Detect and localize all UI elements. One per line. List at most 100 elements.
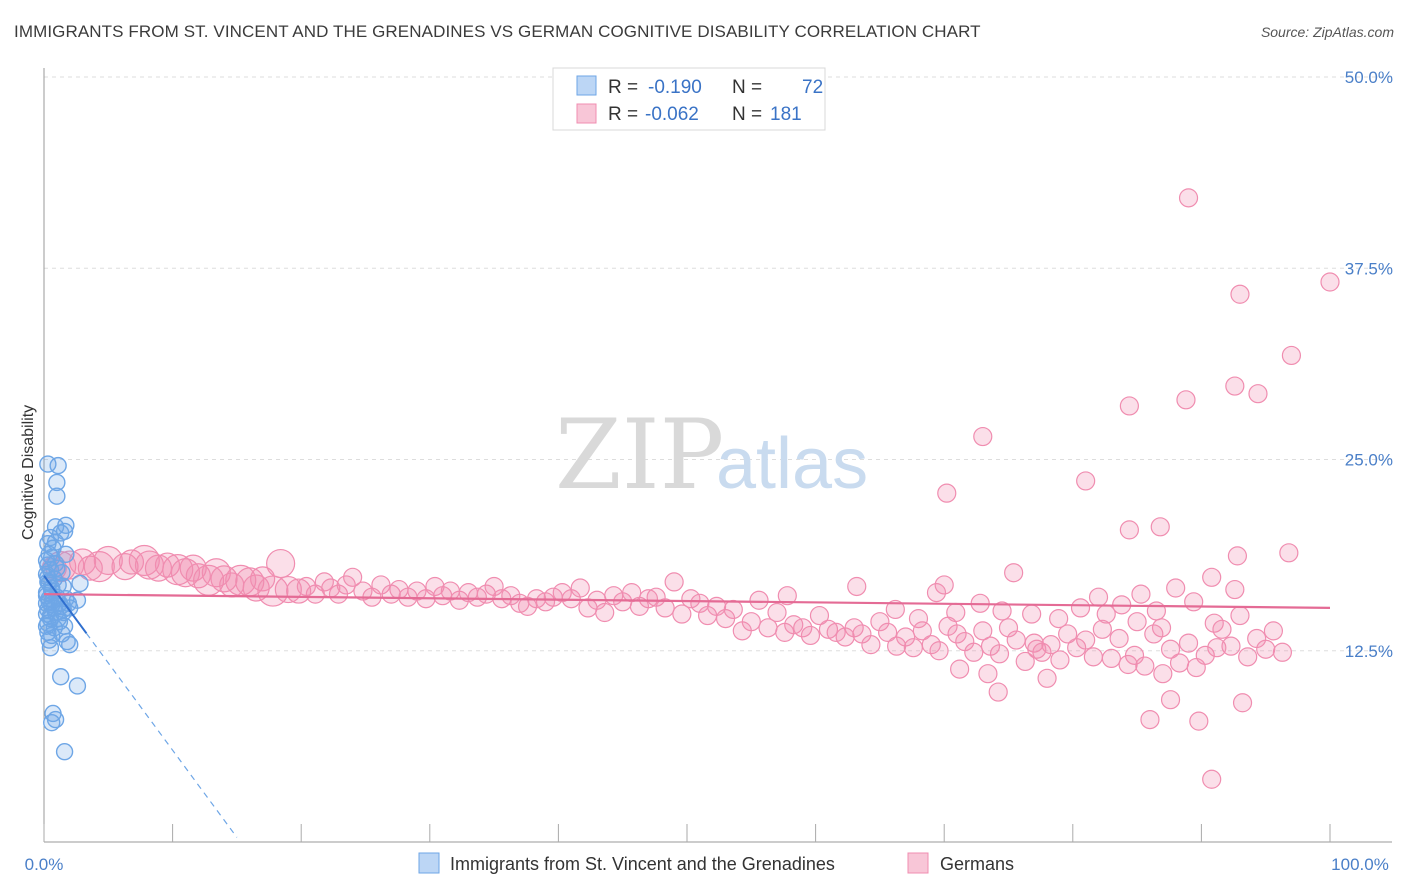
germans-point xyxy=(1160,639,1181,659)
germans-point xyxy=(998,618,1019,638)
bottom-legend-label-immigrants: Immigrants from St. Vincent and the Gren… xyxy=(450,854,835,874)
germans-point xyxy=(912,621,932,641)
immigrants-point xyxy=(48,473,66,492)
germans-point xyxy=(118,549,145,575)
germans-point xyxy=(818,619,839,639)
germans-point xyxy=(861,635,881,655)
immigrants-point xyxy=(48,559,66,577)
germans-point xyxy=(1279,543,1299,563)
germans-point xyxy=(1076,471,1096,491)
germans-point xyxy=(111,552,139,581)
germans-point xyxy=(1178,633,1199,653)
germans-point xyxy=(934,575,954,595)
germans-point xyxy=(1263,621,1284,641)
germans-point xyxy=(154,552,181,578)
germans-point xyxy=(749,590,769,610)
germans-point xyxy=(908,609,929,629)
legend-n-label-blue: N = xyxy=(732,77,762,98)
germans-point xyxy=(937,483,957,503)
germans-point xyxy=(1151,618,1172,638)
germans-point xyxy=(947,624,967,644)
germans-point xyxy=(1119,396,1139,416)
germans-point xyxy=(1189,711,1209,731)
immigrants-point xyxy=(49,456,67,475)
legend-r-value-blue: -0.190 xyxy=(648,77,702,98)
germans-point xyxy=(1124,645,1145,665)
germans-point xyxy=(929,641,949,661)
germans-point xyxy=(809,605,830,626)
germans-point xyxy=(1225,376,1245,396)
germans-point xyxy=(1058,624,1078,644)
germans-point xyxy=(964,642,984,662)
germans-point xyxy=(1131,584,1151,604)
immigrants-point xyxy=(61,635,79,654)
watermark: ZIP atlas xyxy=(555,399,868,511)
immigrants-points xyxy=(37,455,89,761)
bottom-legend-swatch-blue xyxy=(418,852,440,874)
germans-point xyxy=(926,583,947,603)
germans-point xyxy=(1212,619,1232,639)
germans-point xyxy=(992,601,1012,621)
germans-point xyxy=(1037,668,1057,688)
germans-point xyxy=(1160,690,1181,710)
chart-source: Source: ZipAtlas.com xyxy=(1260,24,1394,40)
germans-point xyxy=(1140,709,1160,730)
legend-r-value-pink: -0.062 xyxy=(645,104,699,125)
bottom-legend-swatch-pink xyxy=(907,852,929,874)
x-tick-label-min: 0.0% xyxy=(25,855,64,874)
germans-point xyxy=(1027,639,1047,659)
germans-point xyxy=(767,602,787,623)
germans-point xyxy=(1049,609,1069,629)
germans-point xyxy=(847,576,867,597)
germans-point xyxy=(1119,520,1139,540)
germans-point xyxy=(1221,636,1241,656)
germans-point xyxy=(185,563,211,589)
germans-point xyxy=(595,602,615,623)
germans-point xyxy=(844,618,864,638)
germans-point xyxy=(793,618,813,638)
immigrants-point xyxy=(43,713,61,732)
germans-point xyxy=(1178,188,1199,208)
immigrants-point xyxy=(37,617,56,635)
trend-lines xyxy=(43,575,1331,838)
immigrants-point xyxy=(41,638,60,657)
germans-point xyxy=(484,576,504,597)
germans-point xyxy=(1281,345,1302,366)
legend-r-label-pink: R = xyxy=(608,104,638,125)
germans-point xyxy=(93,545,123,576)
legend-swatch-blue xyxy=(576,75,597,96)
germans-point xyxy=(1227,546,1248,566)
germans-point xyxy=(1204,613,1224,633)
legend-n-value-pink: 181 xyxy=(770,104,802,125)
immigrants-point xyxy=(48,487,66,505)
germans-point xyxy=(672,604,692,624)
immigrants-point xyxy=(46,533,65,551)
germans-point xyxy=(1225,579,1245,600)
immigrants-point xyxy=(52,668,70,686)
germans-point xyxy=(1006,630,1026,650)
x-ticks xyxy=(43,824,1331,842)
germans-point xyxy=(826,622,846,642)
bottom-legend-label-germans: Germans xyxy=(940,854,1014,874)
y-tick-label: 12.5% xyxy=(1345,642,1393,661)
germans-point xyxy=(946,602,966,623)
immigrants-point xyxy=(54,603,72,622)
germans-point xyxy=(1195,645,1215,665)
immigrants-point xyxy=(58,632,76,651)
germans-point xyxy=(885,599,905,620)
immigrants-point xyxy=(52,524,70,542)
germans-point xyxy=(1092,619,1112,639)
germans-point xyxy=(681,589,701,609)
legend-n-label-pink: N = xyxy=(732,104,762,125)
germans-point xyxy=(988,682,1008,702)
germans-point xyxy=(1176,390,1196,410)
y-tick-label: 25.0% xyxy=(1345,451,1393,470)
germans-point xyxy=(723,599,743,620)
germans-point xyxy=(1202,567,1222,587)
germans-point xyxy=(973,426,993,447)
germans-point xyxy=(903,638,923,658)
germans-point xyxy=(1230,284,1250,304)
germans-point xyxy=(1127,612,1147,632)
germans-point xyxy=(655,598,675,618)
legend-swatch-pink xyxy=(576,103,597,124)
